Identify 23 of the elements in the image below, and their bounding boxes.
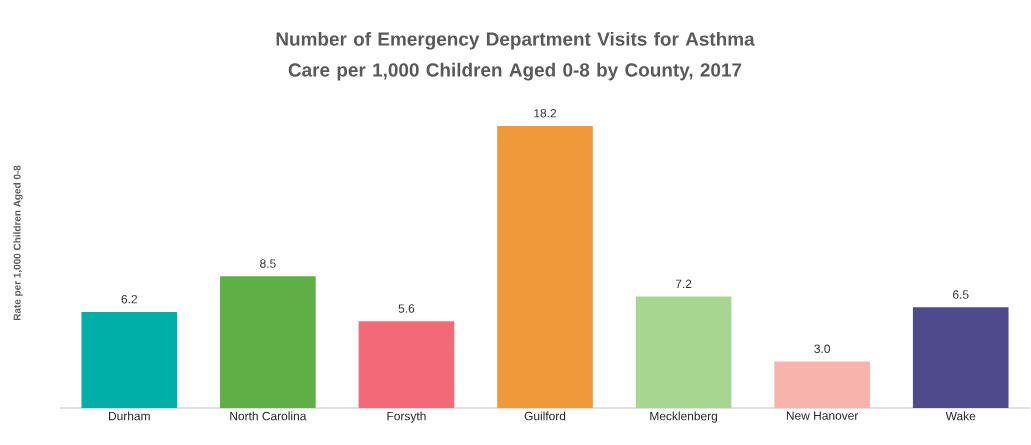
x-tick-label: New Hanover [786, 411, 859, 420]
data-label: 8.5 [260, 259, 276, 268]
data-label: 18.2 [534, 109, 557, 118]
bar [774, 361, 870, 408]
bar [81, 311, 178, 408]
bar [220, 276, 316, 408]
data-label: 6.5 [953, 290, 969, 299]
chart-title: Number of Emergency Department Visits for Asthma Care per 1,000 Children Aged 0-8 by County, 2017 [276, 31, 755, 81]
x-tick-label: Guilford [524, 411, 566, 421]
bar [912, 307, 1009, 408]
bar [358, 321, 455, 408]
data-label: 7.2 [675, 279, 692, 288]
x-tick-label: Mecklenberg [650, 411, 718, 423]
bar [497, 126, 593, 408]
data-label: 3.0 [814, 344, 830, 353]
x-tick-label: Durham [109, 411, 150, 421]
data-label: 5.6 [398, 304, 415, 313]
x-tick-label: Forsyth [387, 411, 426, 423]
bar [635, 296, 732, 408]
x-tick-label: Wake [945, 411, 976, 421]
y-axis-title: Rate per 1,000 Children Aged 0-8 [13, 165, 23, 321]
data-label: 6.2 [121, 294, 137, 304]
x-tick-label: North Carolina [230, 411, 307, 421]
